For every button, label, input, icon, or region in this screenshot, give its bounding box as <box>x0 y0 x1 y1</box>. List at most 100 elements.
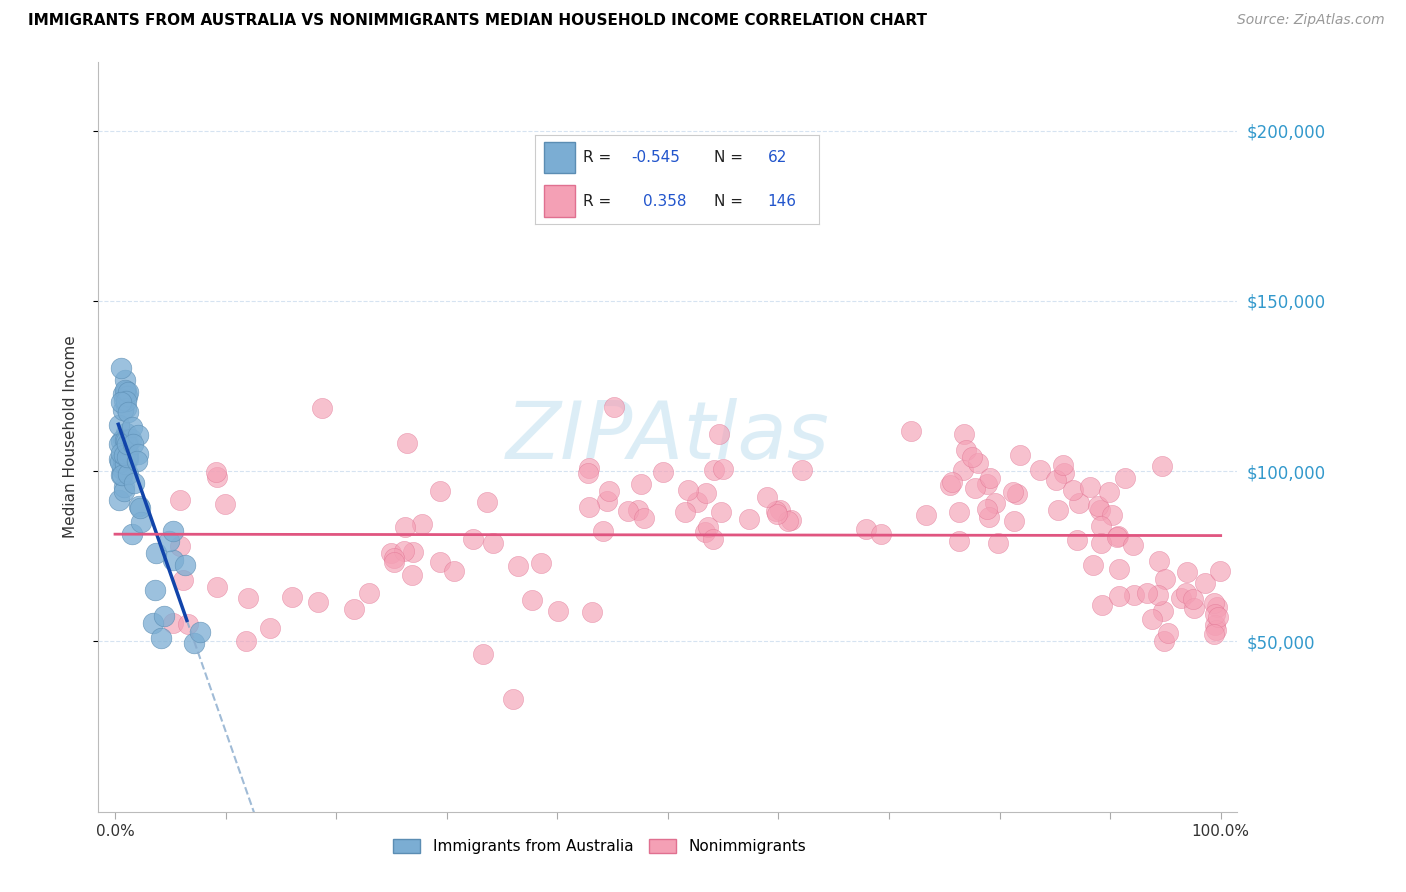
Point <box>738 512 761 526</box>
Point <box>676 483 699 497</box>
Point <box>114 457 136 471</box>
Point <box>108 451 131 466</box>
Point <box>112 432 135 446</box>
Point <box>110 395 132 409</box>
Point <box>596 494 619 508</box>
Point <box>108 417 131 432</box>
Point <box>429 483 451 498</box>
Text: R =: R = <box>583 194 621 209</box>
Point <box>941 475 963 490</box>
Point <box>1066 533 1088 547</box>
Point <box>710 506 733 520</box>
Point <box>1101 508 1123 522</box>
Point <box>115 426 138 441</box>
Point <box>117 389 139 403</box>
Point <box>792 463 814 477</box>
Point <box>115 437 138 451</box>
Text: R =: R = <box>583 150 617 165</box>
Point <box>1107 529 1129 543</box>
Point <box>1147 588 1170 602</box>
Point <box>205 470 228 484</box>
Point <box>429 555 451 569</box>
Point <box>633 511 655 525</box>
Point <box>392 544 415 558</box>
Point <box>630 476 652 491</box>
Point <box>1045 474 1067 488</box>
Point <box>627 502 650 516</box>
Point <box>129 515 152 529</box>
Point <box>188 624 211 639</box>
Point <box>311 401 333 416</box>
Point <box>475 495 498 509</box>
Point <box>173 558 195 573</box>
Point <box>127 447 149 461</box>
Point <box>117 438 139 452</box>
Point <box>686 495 709 509</box>
Point <box>396 436 419 450</box>
Point <box>1081 558 1104 572</box>
Point <box>1105 530 1128 544</box>
Point <box>162 553 184 567</box>
Point <box>1204 607 1226 621</box>
Point <box>120 432 142 446</box>
Point <box>110 467 132 482</box>
Point <box>1204 618 1226 632</box>
Point <box>976 501 998 516</box>
Point <box>1136 586 1159 600</box>
Point <box>1002 514 1025 528</box>
Point <box>1067 495 1090 509</box>
Y-axis label: Median Household Income: Median Household Income <box>63 335 77 539</box>
Point <box>1008 449 1031 463</box>
Point <box>1175 586 1198 600</box>
Bar <box>544 142 575 173</box>
Point <box>1122 538 1144 552</box>
Point <box>380 546 402 560</box>
Point <box>1209 564 1232 578</box>
Point <box>1204 627 1226 641</box>
Point <box>125 454 148 468</box>
Point <box>1047 503 1070 517</box>
Point <box>162 524 184 539</box>
Point <box>121 437 143 451</box>
Point <box>711 462 734 476</box>
Point <box>502 692 524 706</box>
Point <box>581 605 603 619</box>
Text: N =: N = <box>714 150 748 165</box>
Point <box>592 524 614 538</box>
Point <box>143 582 166 597</box>
Legend: Immigrants from Australia, Nonimmigrants: Immigrants from Australia, Nonimmigrants <box>387 832 813 860</box>
Text: N =: N = <box>714 194 748 209</box>
Point <box>110 468 132 483</box>
Point <box>1029 463 1052 477</box>
Point <box>114 372 136 386</box>
Point <box>695 524 717 539</box>
Text: Source: ZipAtlas.com: Source: ZipAtlas.com <box>1237 13 1385 28</box>
Point <box>697 520 720 534</box>
Bar <box>544 186 575 217</box>
Point <box>547 604 569 618</box>
Point <box>121 420 143 434</box>
Point <box>121 527 143 541</box>
Point <box>603 400 626 414</box>
Point <box>111 403 134 417</box>
Text: ZIPAtlas: ZIPAtlas <box>506 398 830 476</box>
Point <box>115 434 138 448</box>
Point <box>112 480 135 494</box>
Point <box>703 463 725 477</box>
Point <box>117 452 139 467</box>
Point <box>183 635 205 649</box>
Point <box>157 534 180 549</box>
Point <box>281 591 304 605</box>
Point <box>129 500 152 515</box>
Point <box>108 492 131 507</box>
Point <box>948 505 970 519</box>
Point <box>1108 562 1130 576</box>
Point <box>1097 484 1119 499</box>
Point <box>979 471 1001 485</box>
Point <box>1108 589 1130 603</box>
Point <box>382 551 405 566</box>
Point <box>939 478 962 492</box>
Point <box>1152 604 1174 618</box>
Point <box>115 450 138 465</box>
Point <box>463 532 485 546</box>
